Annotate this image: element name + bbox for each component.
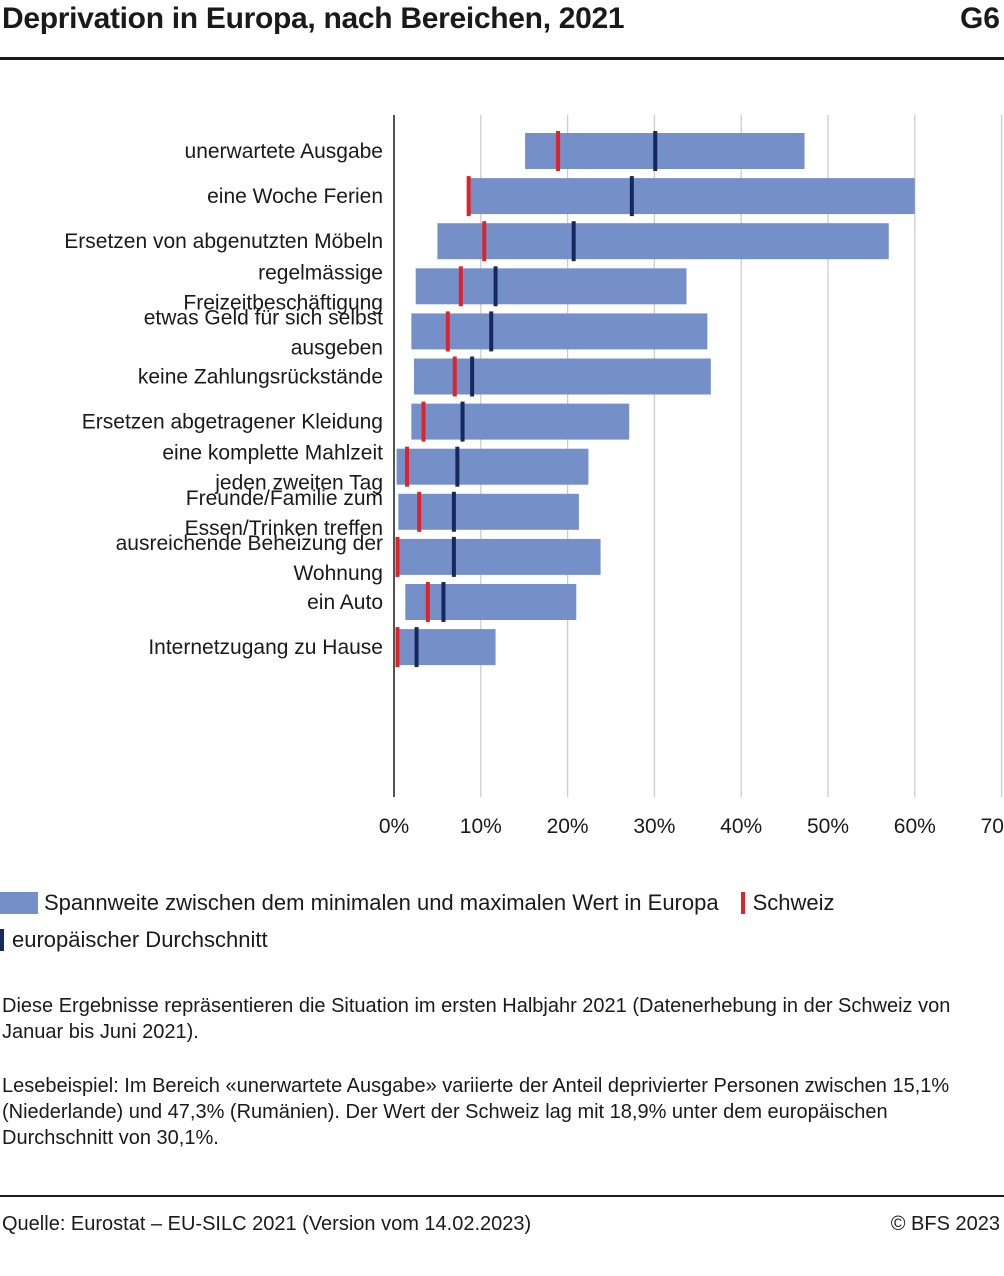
eu-average-marker	[470, 356, 475, 397]
range-bar	[469, 178, 915, 215]
legend-range-swatch	[0, 892, 38, 914]
category-label: keine Zahlungsrückstände	[138, 366, 383, 389]
category-label: regelmässige Freizeitbeschäftigung	[183, 261, 383, 314]
schweiz-marker	[556, 131, 561, 171]
category-label: Ersetzen von abgenutzten Möbeln	[64, 230, 383, 253]
x-tick-label: 10%	[460, 815, 502, 838]
legend-eu-swatch	[0, 929, 4, 951]
range-bar	[398, 493, 579, 530]
schweiz-marker	[458, 266, 463, 307]
source-note: Quelle: Eurostat – EU-SILC 2021 (Version…	[2, 1213, 532, 1235]
legend: Spannweite zwischen dem minimalen und ma…	[0, 890, 835, 916]
x-tick-label: 70%	[981, 815, 1004, 838]
x-tick-label: 0%	[379, 815, 409, 838]
legend-second-row: europäischer Durchschnitt	[0, 927, 268, 953]
eu-average-marker	[414, 627, 419, 668]
schweiz-marker	[482, 221, 487, 262]
category-label: unerwartete Ausgabe	[185, 140, 383, 163]
category-label: eine Woche Ferien	[207, 185, 383, 208]
bottom-rule	[0, 1195, 1004, 1197]
eu-average-marker	[489, 311, 494, 352]
range-bar	[411, 403, 630, 440]
range-bar	[525, 133, 805, 169]
category-label: ausreichende Beheizung der Wohnung	[116, 532, 383, 585]
range-bar	[399, 629, 496, 666]
eu-average-marker	[441, 582, 446, 622]
eu-average-marker	[451, 536, 456, 577]
x-tick-label: 50%	[807, 815, 849, 838]
range-bar	[396, 448, 589, 485]
schweiz-marker	[395, 536, 400, 577]
schweiz-marker	[421, 401, 426, 442]
eu-average-marker	[455, 446, 460, 487]
x-tick-label: 30%	[633, 815, 675, 838]
schweiz-marker	[445, 311, 450, 352]
range-bar	[413, 358, 711, 395]
x-tick-label: 60%	[894, 815, 936, 838]
legend-eu-label: europäischer Durchschnitt	[12, 927, 268, 952]
legend-schweiz-label: Schweiz	[752, 890, 835, 915]
eu-average-marker	[571, 221, 576, 262]
eu-average-marker	[460, 401, 465, 442]
category-label: eine komplette Mahlzeit jeden zweiten Tag	[162, 442, 383, 495]
range-bar	[437, 223, 889, 260]
eu-average-marker	[493, 266, 498, 307]
legend-schweiz-swatch	[740, 892, 745, 914]
category-label: Internetzugang zu Hause	[148, 636, 383, 659]
eu-average-marker	[629, 176, 634, 217]
eu-average-marker	[451, 491, 456, 532]
figure-number: G6	[959, 2, 1000, 35]
legend-range-label: Spannweite zwischen dem minimalen und ma…	[44, 890, 719, 915]
schweiz-marker	[425, 582, 430, 622]
top-rule	[0, 57, 1004, 60]
range-bar	[405, 584, 577, 620]
schweiz-marker	[395, 627, 400, 668]
range-bar	[415, 268, 687, 305]
chart-title: Deprivation in Europa, nach Bereichen, 2…	[2, 2, 625, 35]
copyright: © BFS 2023	[890, 1213, 1000, 1235]
x-tick-label: 40%	[720, 815, 762, 838]
category-label: etwas Geld für sich selbst ausgeben	[144, 306, 383, 359]
category-label: Freunde/Familie zum Essen/Trinken treffen	[185, 487, 383, 540]
eu-average-marker	[653, 131, 658, 171]
note-survey-period: Diese Ergebnisse repräsentieren die Situ…	[2, 995, 951, 1043]
category-label: Ersetzen abgetragener Kleidung	[82, 411, 383, 434]
schweiz-marker	[466, 176, 471, 217]
range-bar	[411, 313, 708, 350]
schweiz-marker	[417, 491, 422, 532]
note-reading-example: Lesebeispiel: Im Bereich «unerwartete Au…	[2, 1075, 950, 1149]
schweiz-marker	[405, 446, 410, 487]
schweiz-marker	[452, 356, 457, 397]
category-label: ein Auto	[307, 591, 383, 614]
x-tick-label: 20%	[547, 815, 589, 838]
chart-plot: 0% 10% 20% 30% 40% 50% 60% 70% unerwartete Ausga…	[64, 115, 1004, 838]
range-bar	[397, 538, 601, 575]
